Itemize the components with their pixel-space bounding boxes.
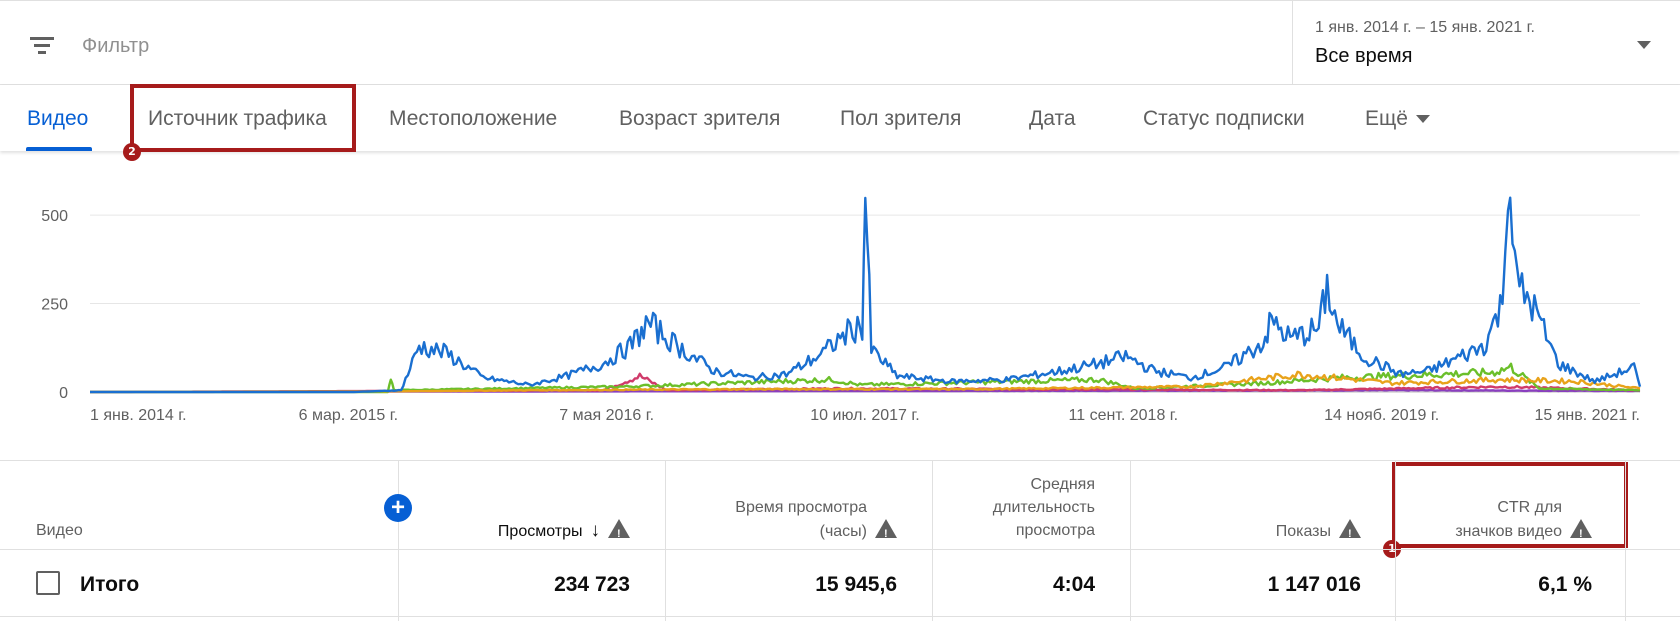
tab-video[interactable]: Видео (27, 107, 89, 130)
series-line (90, 196, 1642, 394)
column-header-avg-duration[interactable]: Средняя длительность просмотра (993, 473, 1095, 542)
warning-icon[interactable] (1339, 519, 1361, 546)
column-header-video[interactable]: Видео (36, 522, 83, 539)
x-tick-label: 15 янв. 2021 г. (1535, 407, 1641, 424)
total-views: 234 723 (554, 573, 630, 596)
views-line-chart: 0 250 500 1 янв. 2014 г. 6 мар. 2015 г. 7 мая… (41, 196, 1642, 424)
dimension-tabs: Видео Источник трафика Местоположение Во… (0, 85, 1680, 151)
total-ctr: 6,1 % (1538, 573, 1592, 596)
tab-viewer-age[interactable]: Возраст зрителя (619, 107, 781, 130)
y-tick-label: 250 (41, 297, 68, 314)
metrics-table: Видео + Просмотры ↓ Время просмотра (часы… (0, 460, 1680, 621)
tab-viewer-gender[interactable]: Пол зрителя (840, 107, 962, 130)
tab-more-label: Ещё (1365, 107, 1408, 130)
add-metric-button[interactable]: + (384, 494, 412, 522)
ctr-label-2: значков видео (1455, 523, 1562, 540)
total-avg-duration: 4:04 (1052, 573, 1095, 596)
highlight-box-traffic-source (130, 84, 356, 152)
active-tab-indicator (26, 147, 92, 151)
total-watch-time: 15 945,6 (815, 573, 897, 596)
filter-icon[interactable] (28, 35, 56, 55)
avg-duration-label-1: Средняя (1030, 476, 1096, 493)
tab-subscription-status[interactable]: Статус подписки (1143, 107, 1305, 130)
warning-icon[interactable] (875, 519, 897, 546)
x-tick-label: 1 янв. 2014 г. (90, 407, 187, 424)
total-row-label: Итого (80, 573, 140, 596)
chevron-down-icon (1637, 41, 1651, 49)
impressions-label: Показы (1275, 523, 1331, 540)
select-all-checkbox[interactable] (36, 571, 60, 595)
ctr-label-1: CTR для (1497, 499, 1562, 516)
date-range-label: Все время (1315, 45, 1413, 67)
date-range-text: 1 янв. 2014 г. – 15 янв. 2021 г. (1315, 19, 1535, 36)
y-tick-label: 0 (59, 385, 68, 402)
column-header-views-label: Просмотры (497, 523, 583, 540)
x-tick-label: 11 сент. 2018 г. (1069, 407, 1179, 424)
tab-traffic-source[interactable]: Источник трафика (148, 107, 327, 130)
annotation-badge-2: 2 (123, 143, 141, 161)
caret-down-icon (1415, 115, 1430, 124)
filter-bar: Фильтр 1 янв. 2014 г. – 15 янв. 2021 г. … (0, 0, 1680, 85)
date-range-selector[interactable]: 1 янв. 2014 г. – 15 янв. 2021 г. Все вре… (1292, 1, 1680, 85)
x-tick-label: 14 нояб. 2019 г. (1324, 407, 1439, 424)
avg-duration-label-3: просмотра (1015, 522, 1095, 539)
x-tick-label: 6 мар. 2015 г. (299, 407, 398, 424)
x-tick-label: 10 июл. 2017 г. (810, 407, 919, 424)
warning-icon[interactable] (1570, 519, 1592, 546)
warning-icon[interactable] (608, 519, 630, 546)
watch-time-label-2: (часы) (819, 523, 867, 540)
x-tick-label: 7 мая 2016 г. (559, 407, 654, 424)
tab-more[interactable]: Ещё (1365, 107, 1430, 131)
column-header-ctr[interactable]: CTR для значков видео (1455, 496, 1592, 546)
y-tick-label: 500 (41, 208, 68, 225)
avg-duration-label-2: длительность (992, 499, 1095, 516)
tab-geography[interactable]: Местоположение (389, 107, 558, 130)
filter-input[interactable]: Фильтр (82, 35, 150, 57)
watch-time-label-1: Время просмотра (735, 499, 867, 516)
column-header-views[interactable]: Просмотры ↓ (497, 519, 630, 546)
column-header-watch-time[interactable]: Время просмотра (часы) (735, 496, 897, 546)
sort-down-icon: ↓ (590, 520, 601, 541)
highlight-box-ctr (1392, 462, 1628, 548)
column-header-impressions[interactable]: Показы (1275, 519, 1361, 546)
total-impressions: 1 147 016 (1267, 573, 1361, 596)
tab-date[interactable]: Дата (1029, 107, 1076, 130)
